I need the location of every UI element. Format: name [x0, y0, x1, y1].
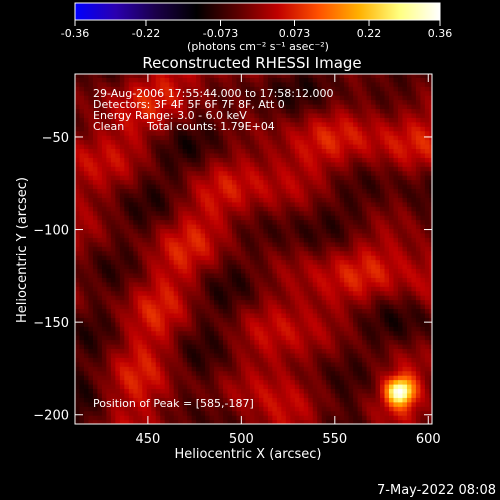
colorbar-tick-label: 0.073 [279, 27, 311, 40]
annotation-energy: Energy Range: 3.0 - 6.0 keV [93, 109, 247, 122]
y-tick-label: −150 [33, 316, 69, 331]
y-tick-label: −50 [42, 131, 69, 146]
annotation-time-range: 29-Aug-2006 17:55:44.000 to 17:58:12.000 [93, 87, 334, 100]
x-axis-label: Heliocentric X (arcsec) [175, 447, 322, 462]
y-axis-label: Heliocentric Y (arcsec) [15, 177, 30, 323]
colorbar-tick-label: -0.073 [203, 27, 238, 40]
colorbar-tick-label: -0.36 [61, 27, 89, 40]
colorbar-tick-label: 0.36 [428, 27, 453, 40]
colorbar-tick-label: 0.22 [357, 27, 382, 40]
annotation-detectors: Detectors: 3F 4F 5F 6F 7F 8F, Att 0 [93, 98, 285, 111]
annotation-peak-position: Position of Peak = [585,-187] [93, 397, 254, 410]
annotation-method: Clean [93, 120, 124, 133]
plot-frame [74, 73, 433, 425]
y-tick-label: −100 [33, 224, 69, 239]
heatmap [75, 74, 432, 424]
x-tick-label: 500 [229, 432, 254, 447]
x-tick-label: 600 [416, 432, 441, 447]
colorbar-tick-label: -0.22 [132, 27, 160, 40]
x-tick-label: 550 [322, 432, 347, 447]
x-tick-label: 450 [135, 432, 160, 447]
chart-title: Reconstructed RHESSI Image [142, 54, 361, 72]
colorbar-unit-label: (photons cm⁻² s⁻¹ asec⁻²) [187, 40, 329, 53]
colorbar [74, 2, 441, 21]
axes: 450 500 550 600 −50 −100 −150 −200 [33, 74, 441, 447]
footer-date: 7-May-2022 08:08 [377, 483, 496, 498]
annotation-total-counts: Total counts: 1.79E+04 [146, 120, 275, 133]
y-tick-label: −200 [33, 409, 69, 424]
colorbar-ticks: -0.36 -0.22 -0.073 0.073 0.22 0.36 [61, 20, 452, 40]
